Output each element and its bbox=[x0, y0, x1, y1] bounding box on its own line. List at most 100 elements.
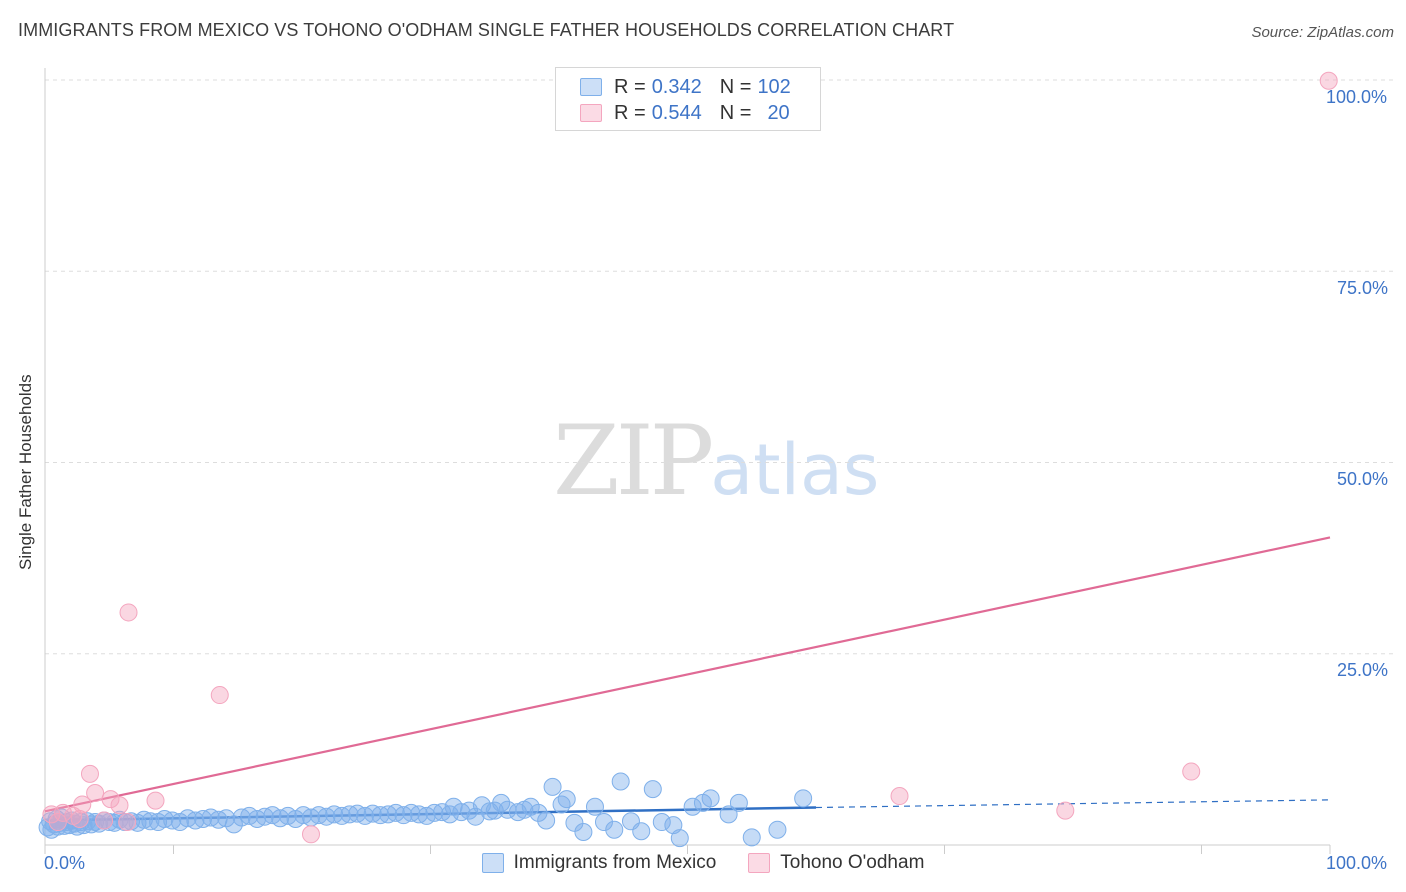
point-tohono bbox=[101, 790, 120, 809]
stats-row-tohono: R = 0.544 N = 20 bbox=[580, 100, 790, 126]
n-value: 20 bbox=[767, 101, 790, 124]
point-tohono bbox=[110, 796, 129, 815]
point-mexico bbox=[371, 806, 390, 825]
r-value: 0.544 bbox=[651, 101, 702, 124]
point-tohono bbox=[119, 603, 138, 622]
watermark: ZIPatlas bbox=[553, 405, 879, 517]
point-tohono bbox=[210, 686, 229, 705]
legend-swatch-tohono bbox=[580, 104, 602, 122]
point-mexico bbox=[409, 805, 428, 824]
point-mexico bbox=[163, 811, 182, 830]
point-mexico bbox=[492, 793, 511, 812]
n-label: N = bbox=[719, 101, 752, 124]
point-mexico bbox=[643, 780, 662, 799]
watermark-zip: ZIP bbox=[553, 405, 714, 517]
chart-title: IMMIGRANTS FROM MEXICO VS TOHONO O'ODHAM… bbox=[18, 20, 955, 40]
point-mexico bbox=[552, 795, 571, 814]
point-mexico bbox=[309, 806, 328, 825]
data-points bbox=[38, 71, 1338, 848]
point-mexico bbox=[452, 803, 471, 822]
point-mexico bbox=[701, 789, 720, 808]
point-mexico bbox=[363, 804, 382, 823]
stats-legend: R = 0.342 N = 102 R = 0.544 N = 20 bbox=[555, 67, 821, 131]
y-axis-title: Single Father Households bbox=[16, 374, 35, 570]
point-mexico bbox=[794, 789, 813, 808]
legend-swatch-mexico bbox=[580, 78, 602, 96]
point-tohono bbox=[890, 787, 909, 806]
legend-label-tohono: Tohono O'odham bbox=[780, 852, 925, 873]
point-mexico bbox=[186, 811, 205, 830]
point-mexico bbox=[632, 822, 651, 841]
watermark-atlas: atlas bbox=[710, 429, 880, 511]
point-tohono bbox=[1319, 71, 1338, 90]
legend-swatch-mexico bbox=[481, 853, 504, 873]
x-tick-min: 0.0% bbox=[44, 853, 86, 873]
series-legend: Immigrants from Mexico Tohono O'odham bbox=[0, 852, 1406, 874]
point-tohono bbox=[42, 805, 61, 824]
point-mexico bbox=[402, 803, 421, 822]
point-mexico bbox=[557, 790, 576, 809]
point-mexico bbox=[574, 822, 593, 841]
point-mexico bbox=[565, 813, 584, 832]
point-mexico bbox=[224, 815, 243, 834]
point-tohono bbox=[146, 791, 165, 810]
y-tick-25: 25.0% bbox=[1337, 660, 1389, 680]
point-mexico bbox=[194, 809, 213, 828]
stats-row-mexico: R = 0.342 N = 102 bbox=[580, 74, 791, 100]
r-label: R = bbox=[614, 101, 646, 124]
trend-lines bbox=[44, 536, 1331, 822]
point-mexico bbox=[585, 797, 604, 816]
trend-line-mexico bbox=[44, 806, 817, 822]
point-mexico bbox=[742, 828, 761, 847]
point-tohono bbox=[301, 825, 320, 844]
point-mexico bbox=[485, 801, 504, 820]
n-label: N = bbox=[719, 75, 752, 98]
legend-item-mexico[interactable]: Immigrants from Mexico bbox=[481, 852, 717, 874]
x-tick-max: 100.0% bbox=[1326, 853, 1388, 873]
point-mexico bbox=[543, 777, 562, 796]
point-mexico bbox=[652, 813, 671, 832]
point-tohono bbox=[1182, 762, 1201, 781]
point-mexico bbox=[768, 820, 787, 839]
y-tick-50: 50.0% bbox=[1337, 469, 1389, 489]
point-mexico bbox=[729, 793, 748, 812]
point-tohono bbox=[118, 813, 137, 832]
point-mexico bbox=[466, 807, 485, 826]
axes bbox=[44, 68, 1331, 854]
point-mexico bbox=[529, 803, 548, 822]
point-mexico bbox=[611, 772, 630, 791]
point-mexico bbox=[255, 807, 274, 826]
point-tohono bbox=[86, 783, 105, 802]
point-mexico bbox=[141, 812, 160, 831]
legend-item-tohono[interactable]: Tohono O'odham bbox=[748, 852, 924, 874]
trend-line-mexico-extension bbox=[815, 799, 1331, 809]
point-mexico bbox=[605, 820, 624, 839]
n-value: 102 bbox=[757, 75, 791, 98]
point-tohono bbox=[70, 809, 89, 828]
point-mexico bbox=[670, 829, 689, 848]
point-mexico bbox=[332, 806, 351, 825]
r-label: R = bbox=[614, 75, 646, 98]
point-tohono bbox=[1056, 801, 1075, 820]
point-tohono bbox=[80, 764, 99, 783]
point-mexico bbox=[425, 803, 444, 822]
point-tohono bbox=[95, 811, 114, 830]
point-mexico bbox=[379, 805, 398, 824]
y-tick-75: 75.0% bbox=[1337, 278, 1389, 298]
point-mexico bbox=[664, 816, 683, 835]
point-tohono bbox=[53, 803, 72, 822]
point-mexico bbox=[719, 805, 738, 824]
point-mexico bbox=[340, 805, 359, 824]
legend-label-mexico: Immigrants from Mexico bbox=[513, 852, 717, 873]
point-tohono bbox=[73, 795, 92, 814]
source-label: Source: ZipAtlas.com bbox=[1251, 24, 1394, 41]
r-value: 0.342 bbox=[651, 75, 702, 98]
trend-line-tohono bbox=[44, 536, 1331, 813]
point-mexico bbox=[594, 813, 613, 832]
point-mexico bbox=[537, 811, 556, 830]
point-mexico bbox=[325, 805, 344, 824]
y-tick-100: 100.0% bbox=[1326, 87, 1388, 107]
point-tohono bbox=[48, 813, 67, 832]
point-mexico bbox=[155, 809, 174, 828]
